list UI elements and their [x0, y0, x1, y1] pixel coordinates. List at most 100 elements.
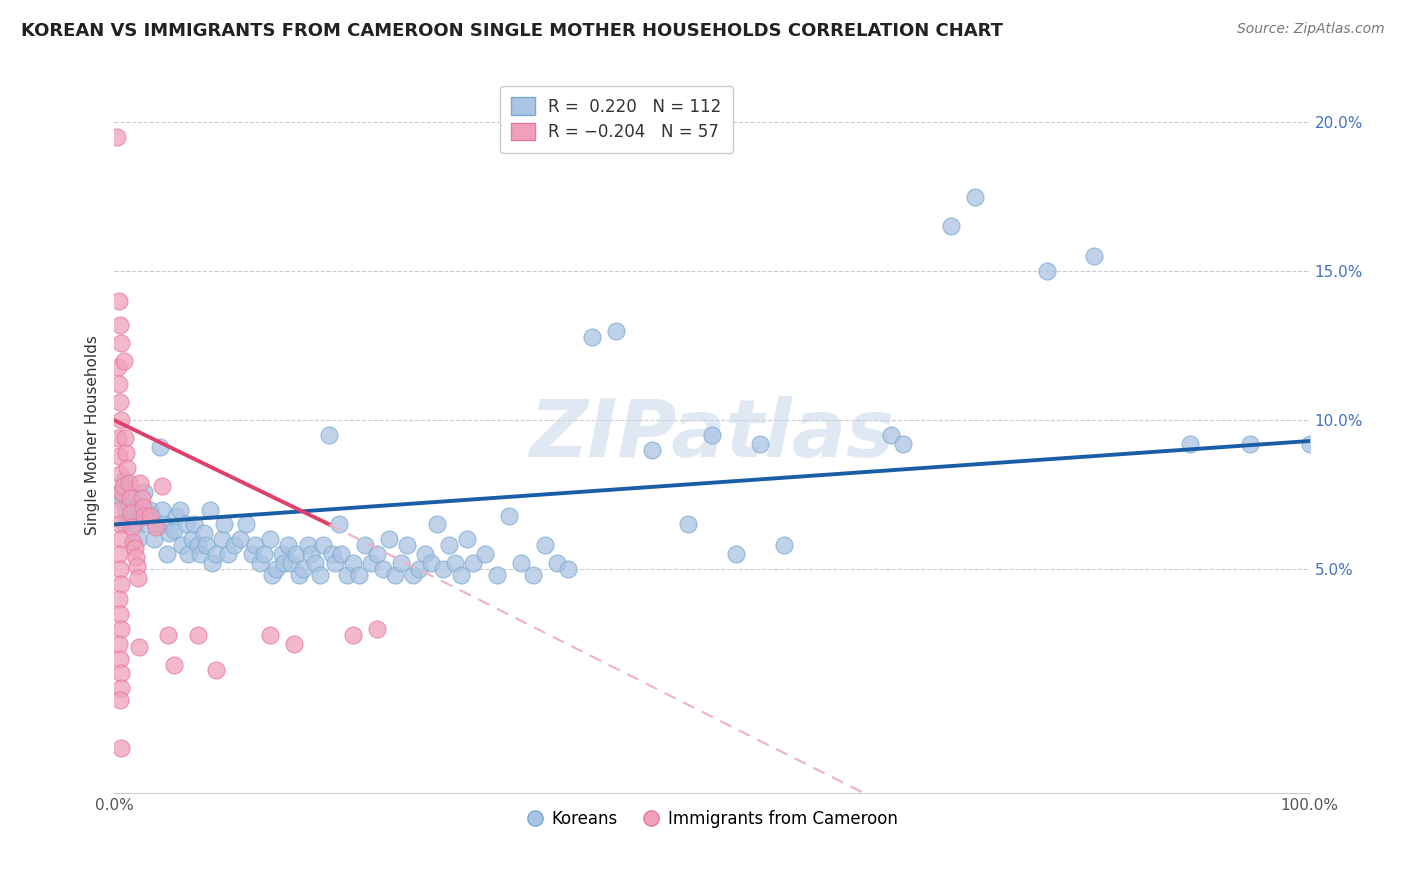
Point [110, 622, 132, 636]
Point [485, 568, 508, 582]
Point [145, 517, 167, 532]
Point [292, 562, 315, 576]
Point [108, 591, 131, 606]
Point [157, 526, 180, 541]
Point [880, 428, 903, 442]
Point [128, 640, 150, 654]
Point [110, 335, 132, 350]
Point [125, 550, 148, 565]
Point [118, 508, 141, 523]
Point [118, 491, 141, 505]
Point [301, 547, 323, 561]
Point [201, 556, 224, 570]
Point [187, 538, 209, 552]
Point [413, 547, 436, 561]
Point [222, 538, 245, 552]
Point [212, 517, 235, 532]
Point [150, 479, 173, 493]
Point [107, 431, 129, 445]
Point [177, 547, 200, 561]
Point [129, 511, 152, 525]
Point [402, 568, 425, 582]
Point [108, 562, 131, 576]
Point [110, 666, 132, 681]
Point [108, 651, 131, 665]
Point [180, 533, 202, 547]
Point [156, 547, 179, 561]
Point [117, 475, 139, 490]
Point [328, 517, 350, 532]
Point [124, 541, 146, 556]
Point [676, 517, 699, 532]
Point [304, 556, 326, 570]
Point [145, 520, 167, 534]
Point [117, 497, 139, 511]
Point [312, 538, 335, 552]
Point [187, 628, 209, 642]
Point [288, 568, 311, 582]
Point [142, 533, 165, 547]
Point [366, 622, 388, 636]
Point [724, 547, 747, 561]
Point [120, 506, 142, 520]
Point [183, 517, 205, 532]
Point [277, 538, 299, 552]
Point [169, 502, 191, 516]
Point [193, 526, 215, 541]
Point [546, 556, 568, 570]
Point [1239, 437, 1261, 451]
Point [283, 637, 305, 651]
Point [117, 460, 139, 475]
Point [700, 428, 723, 442]
Text: ZIPatlas: ZIPatlas [530, 396, 894, 474]
Point [360, 556, 382, 570]
Point [136, 517, 159, 532]
Point [110, 484, 132, 499]
Legend: Koreans, Immigrants from Cameroon: Koreans, Immigrants from Cameroon [520, 803, 904, 834]
Point [108, 318, 131, 332]
Point [121, 520, 143, 534]
Point [105, 130, 128, 145]
Point [321, 547, 343, 561]
Point [249, 556, 271, 570]
Point [122, 502, 145, 516]
Point [110, 413, 132, 427]
Point [128, 502, 150, 516]
Point [264, 562, 287, 576]
Point [153, 517, 176, 532]
Point [408, 562, 430, 576]
Point [426, 517, 449, 532]
Point [188, 547, 211, 561]
Point [134, 508, 156, 523]
Point [115, 446, 138, 460]
Point [122, 535, 145, 549]
Point [112, 353, 135, 368]
Point [252, 547, 274, 561]
Point [259, 628, 281, 642]
Point [108, 449, 131, 463]
Point [245, 538, 267, 552]
Point [198, 502, 221, 516]
Point [108, 377, 131, 392]
Point [120, 488, 142, 502]
Point [108, 502, 131, 516]
Point [378, 533, 401, 547]
Point [384, 568, 406, 582]
Point [115, 502, 138, 516]
Point [165, 508, 187, 523]
Point [1035, 264, 1057, 278]
Point [195, 538, 218, 552]
Point [308, 568, 330, 582]
Point [149, 440, 172, 454]
Point [748, 437, 770, 451]
Point [114, 431, 136, 445]
Point [891, 437, 914, 451]
Point [110, 577, 132, 591]
Point [354, 538, 377, 552]
Point [174, 517, 197, 532]
Point [172, 538, 194, 552]
Point [259, 533, 281, 547]
Point [204, 664, 226, 678]
Point [330, 547, 353, 561]
Point [110, 741, 132, 756]
